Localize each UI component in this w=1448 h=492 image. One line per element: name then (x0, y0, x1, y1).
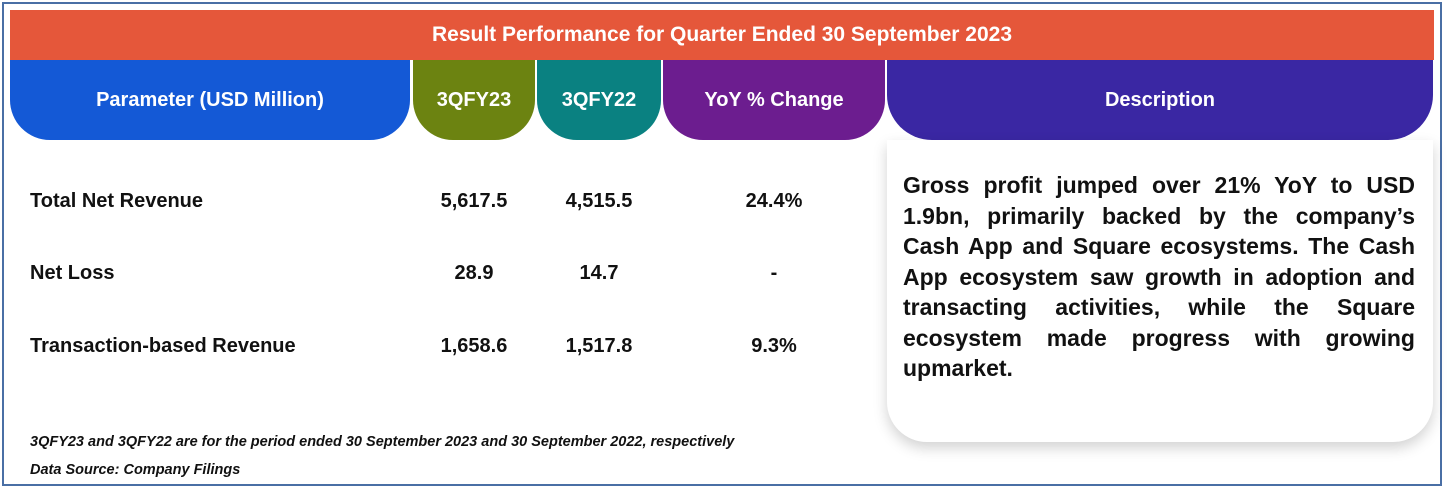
value-3qfy23: 28.9 (454, 262, 494, 284)
value-yoy: 24.4% (745, 190, 803, 212)
table-row: Total Net Revenue 5,617.5 4,515.5 24.4% (0, 182, 880, 222)
header-3qfy22: 3QFY22 (537, 60, 661, 140)
header-parameter: Parameter (USD Million) (10, 60, 410, 140)
row-label: Transaction-based Revenue (30, 335, 296, 357)
row-label: Net Loss (30, 262, 115, 284)
page-title: Result Performance for Quarter Ended 30 … (10, 10, 1434, 60)
data-source-footnote: Data Source: Company Filings (30, 462, 241, 478)
description-text: Gross profit jumped over 21% YoY to USD … (903, 172, 1415, 381)
value-yoy: 9.3% (751, 335, 797, 357)
value-3qfy22: 1,517.8 (565, 335, 633, 357)
value-yoy: - (770, 262, 778, 284)
description-panel: Gross profit jumped over 21% YoY to USD … (887, 140, 1433, 442)
value-3qfy23: 5,617.5 (440, 190, 508, 212)
header-3qfy23: 3QFY23 (413, 60, 535, 140)
value-3qfy23: 1,658.6 (440, 335, 508, 357)
value-3qfy22: 14.7 (579, 262, 619, 284)
value-3qfy22: 4,515.5 (565, 190, 633, 212)
header-yoy-change: YoY % Change (663, 60, 885, 140)
period-footnote: 3QFY23 and 3QFY22 are for the period end… (30, 434, 735, 450)
header-description: Description (887, 60, 1433, 140)
table-row: Net Loss 28.9 14.7 - (0, 254, 880, 294)
table-row: Transaction-based Revenue 1,658.6 1,517.… (0, 327, 880, 367)
row-label: Total Net Revenue (30, 190, 203, 212)
